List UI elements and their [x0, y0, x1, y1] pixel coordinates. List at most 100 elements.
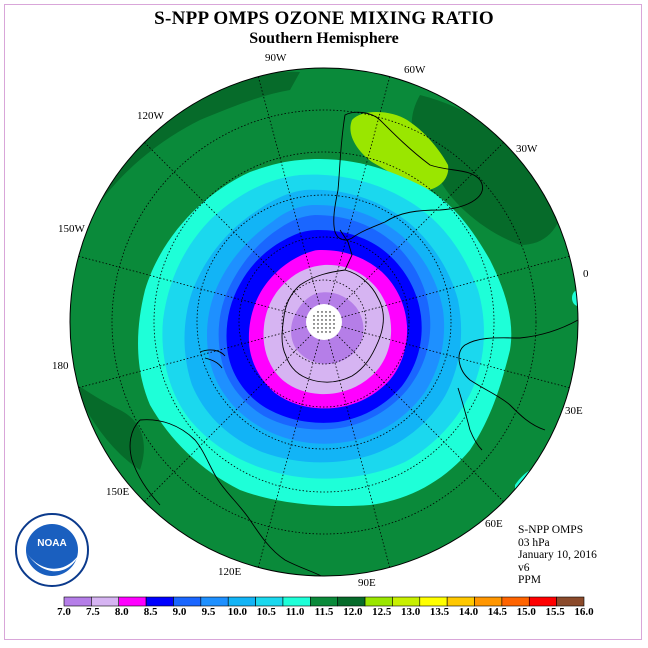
pole-dot — [325, 331, 327, 333]
colorbar-tick-label: 10.5 — [256, 606, 276, 618]
pole-dot — [321, 311, 323, 313]
pole-dot — [317, 319, 319, 321]
colorbar-swatch — [227, 596, 256, 607]
meridian-line — [78, 326, 307, 389]
colorbar-tick-label: 15.0 — [516, 606, 536, 618]
colorbar-tick-label: 9.5 — [201, 606, 216, 618]
map-title: S-NPP OMPS OZONE MIXING RATIO — [154, 8, 494, 29]
pole-dot — [329, 319, 331, 321]
meridians — [78, 76, 570, 568]
lon-label-180: 180 — [52, 360, 69, 372]
colorbar-tick-label: 12.5 — [372, 606, 392, 618]
meridian-line — [78, 255, 307, 318]
lon-label-30w: 30W — [516, 143, 538, 155]
colorbar-swatch — [446, 596, 475, 607]
colorbar-tick-label: 13.5 — [429, 606, 450, 618]
band-12-0-southwest — [70, 380, 144, 470]
pole-dot — [333, 323, 335, 325]
colorbar-tick-label: 16.0 — [574, 606, 594, 618]
colorbar-tick-label: 11.0 — [285, 606, 305, 618]
edge-spot-east — [572, 290, 578, 306]
pole-dot — [317, 331, 319, 333]
colorbar-swatch — [173, 596, 202, 607]
meridian-line — [341, 255, 570, 318]
pole-dot — [329, 327, 331, 329]
coast-africa — [458, 319, 578, 431]
figure-frame — [4, 4, 642, 640]
info-units: PPM — [518, 574, 542, 587]
pole-dot — [325, 323, 327, 325]
colorbar-tick-label: 7.0 — [57, 606, 71, 618]
pole-dots — [313, 311, 335, 333]
lon-label-90e: 90E — [358, 577, 376, 589]
map-subtitle: Southern Hemisphere — [249, 30, 399, 47]
coast-madagascar — [457, 387, 483, 451]
band-12-0-northeast — [411, 95, 565, 245]
coast-antarctica — [281, 229, 384, 383]
colorbar-tick-label: 11.5 — [314, 606, 334, 618]
colorbar-swatch — [501, 596, 530, 607]
coast-new-zealand — [199, 349, 226, 369]
pole-dot — [321, 323, 323, 325]
pole-dot — [313, 327, 315, 329]
pole-dot — [325, 311, 327, 313]
meridian-line — [341, 326, 570, 389]
colorbar-tick-label: 9.0 — [172, 606, 187, 618]
lon-label-120e: 120E — [218, 566, 242, 578]
colorbar-tick-label: 13.0 — [401, 606, 421, 618]
meridian-line — [144, 334, 312, 502]
pole-dot — [317, 327, 319, 329]
pole-dot — [321, 327, 323, 329]
lon-label-150e: 150E — [106, 486, 130, 498]
lon-label-0: 0 — [583, 268, 589, 280]
pole-dot — [321, 331, 323, 333]
colorbar-tick-label: 7.5 — [86, 606, 100, 618]
colorbar-swatch — [474, 596, 503, 607]
pole-no-data — [306, 304, 342, 340]
colorbar-swatch — [364, 596, 393, 607]
pole-dot — [317, 315, 319, 317]
lon-label-150w: 150W — [58, 223, 85, 235]
lon-label-120w: 120W — [137, 110, 164, 122]
colorbar-tick-label: 8.0 — [114, 606, 129, 618]
info-pressure: 03 hPa — [518, 536, 550, 549]
colorbar-swatch — [419, 596, 448, 607]
meridian-line — [257, 339, 320, 568]
pole-dot — [329, 331, 331, 333]
meridian-line — [336, 142, 504, 310]
colorbar-tick-label: 10.0 — [227, 606, 247, 618]
coastlines — [129, 111, 578, 576]
info-block: S-NPP OMPS 03 hPa January 10, 2016 v6 PP… — [518, 524, 597, 587]
coast-south-america — [333, 111, 483, 241]
colorbar — [63, 596, 585, 607]
pole-dot — [313, 315, 315, 317]
pole-dot — [321, 319, 323, 321]
colorbar-swatch — [337, 596, 366, 607]
pole-dot — [325, 327, 327, 329]
lon-label-90w: 90W — [265, 52, 287, 64]
meridian-line — [328, 76, 391, 305]
colorbar-tick-label: 14.5 — [487, 606, 507, 618]
colorbar-tick-label: 12.0 — [343, 606, 363, 618]
coast-australia — [129, 419, 326, 576]
globe-outline — [69, 67, 579, 577]
noaa-logo: NOAA — [15, 513, 89, 587]
meridian-line — [144, 142, 312, 310]
pole-dot — [321, 315, 323, 317]
colorbar-tick-label: 8.5 — [143, 606, 158, 618]
lon-label-60w: 60W — [404, 64, 426, 76]
colorbar-swatch — [556, 596, 585, 607]
lon-label-30e: 30E — [565, 405, 583, 417]
colorbar-swatch — [255, 596, 284, 607]
pole-dot — [317, 311, 319, 313]
colorbar-swatch — [200, 596, 229, 607]
pole-dot — [329, 323, 331, 325]
colorbar-swatch — [145, 596, 174, 607]
pole-dot — [329, 315, 331, 317]
pole-dot — [333, 319, 335, 321]
pole-dot — [325, 319, 327, 321]
pole-dot — [333, 327, 335, 329]
graticule — [111, 109, 537, 535]
colorbar-swatch — [282, 596, 311, 607]
